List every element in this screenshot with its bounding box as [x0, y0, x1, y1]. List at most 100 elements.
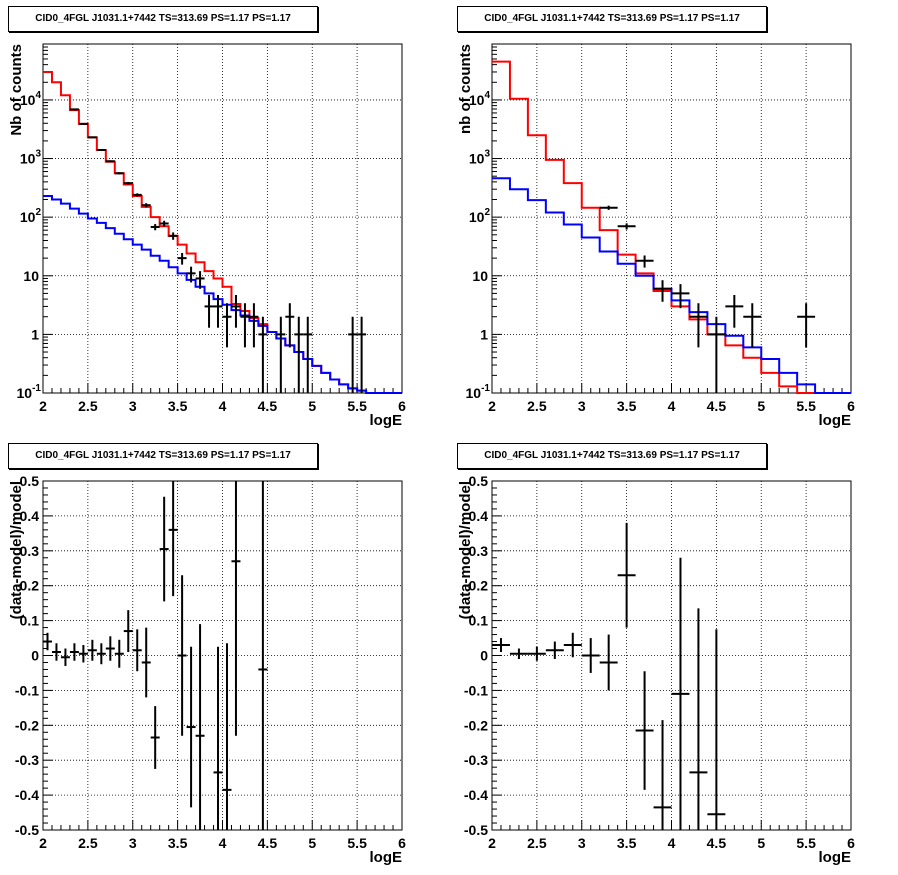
y-tick-label: 0 [480, 648, 488, 664]
y-tick-labels: -0.5 -0.4 -0.3 -0.2 -0.1 0 0.1 0.2 0.3 0.4 0.5 [464, 473, 488, 838]
y-tick-label: -0.1 [464, 682, 488, 698]
data-point [707, 629, 726, 830]
y-tick-label: -0.3 [15, 752, 39, 768]
plot-frame [491, 43, 852, 394]
x-axis-label: logE [819, 412, 852, 429]
chart-panel-top-left: 2 2.5 3 3.5 4 4.5 5 5.5 6 10-1 1 10 102 103 104 logE Nb … [0, 0, 449, 437]
x-tick-label: 6 [847, 398, 855, 414]
series-2 [599, 205, 816, 393]
y-tick-label: 0.3 [20, 543, 40, 559]
data-point [132, 629, 142, 672]
x-tick-label: 6 [398, 835, 406, 851]
y-axis-label: (data-model)/model [457, 481, 474, 619]
x-tick-label: 3.5 [168, 835, 188, 851]
data-point [60, 648, 70, 666]
chart-svg-1: 2 2.5 3 3.5 4 4.5 5 5.5 6 10-1 1 10 102 103 104 logE nb … [457, 43, 855, 429]
data-point [249, 303, 259, 348]
x-tick-label: 3.5 [168, 398, 188, 414]
chart-title-2: CID0_4FGL J1031.1+7442 TS=313.69 PS=1.17… [8, 443, 318, 469]
x-tick-label: 3 [129, 398, 137, 414]
y-tick-label: -0.5 [464, 822, 488, 838]
y-tick-label: 0.5 [20, 473, 40, 489]
data-point [635, 671, 654, 790]
y-tick-label: -0.4 [464, 787, 488, 803]
series-0 [492, 522, 726, 830]
chart-title-3: CID0_4FGL J1031.1+7442 TS=313.69 PS=1.17… [457, 443, 767, 469]
x-tick-label: 5.5 [347, 398, 367, 414]
series-line-1 [492, 177, 851, 394]
grid [42, 480, 403, 831]
x-tick-label: 3.5 [617, 398, 637, 414]
data-point [707, 316, 726, 393]
data-point [357, 316, 367, 393]
y-tick-label: -0.3 [464, 752, 488, 768]
data-point [258, 481, 268, 830]
x-tick-label: 4.5 [258, 398, 278, 414]
data-point [797, 303, 816, 348]
data-point [150, 224, 160, 231]
x-tick-label: 2.5 [78, 835, 98, 851]
x-tick-label: 4.5 [707, 398, 727, 414]
data-point [689, 608, 708, 830]
data-point [509, 648, 528, 659]
data-point [285, 303, 295, 348]
data-point [599, 634, 618, 691]
y-tick-label: 10 [472, 268, 488, 284]
x-tick-label: 5 [308, 835, 316, 851]
x-tick-label: 4 [219, 835, 227, 851]
data-point [96, 643, 106, 665]
data-point [653, 280, 672, 302]
data-point [276, 316, 286, 393]
x-tick-label: 4.5 [707, 835, 727, 851]
data-point [159, 496, 169, 602]
data-point [545, 641, 564, 659]
chart-svg-0: 2 2.5 3 3.5 4 4.5 5 5.5 6 10-1 1 10 102 103 104 logE Nb … [8, 43, 406, 429]
x-tick-label: 2 [488, 398, 496, 414]
data-point [213, 294, 223, 328]
data-point [51, 643, 61, 661]
x-tick-label: 3 [578, 398, 586, 414]
y-tick-label: 10-1 [466, 383, 491, 401]
data-point [689, 303, 708, 348]
x-axis-label: logE [370, 412, 403, 429]
y-tick-labels: -0.5 -0.4 -0.3 -0.2 -0.1 0 0.1 0.2 0.3 0.4 0.5 [15, 473, 39, 838]
data-point [231, 481, 241, 736]
data-point [114, 639, 124, 668]
data-point [240, 303, 250, 348]
data-point [599, 205, 618, 210]
x-tick-label: 5 [757, 835, 765, 851]
x-tick-label: 5 [308, 398, 316, 414]
data-point [204, 294, 214, 328]
axis-ticks [491, 43, 852, 394]
data-point [78, 122, 88, 125]
y-tick-label: -0.2 [464, 717, 488, 733]
chart-title-0: CID0_4FGL J1031.1+7442 TS=313.69 PS=1.17… [8, 6, 318, 32]
y-tick-label: 1 [480, 326, 488, 342]
y-tick-label: -0.1 [15, 682, 39, 698]
y-axis-label: Nb of counts [8, 44, 25, 136]
data-point [168, 481, 178, 597]
data-point [123, 610, 133, 653]
y-tick-label: 0.3 [469, 543, 489, 559]
x-tick-label: 4 [668, 398, 676, 414]
x-tick-label: 3 [578, 835, 586, 851]
data-point [105, 160, 115, 163]
y-tick-label: -0.2 [15, 717, 39, 733]
y-tick-label: 0.5 [469, 473, 489, 489]
data-point [222, 303, 232, 348]
data-point [177, 252, 187, 265]
data-point [195, 271, 205, 289]
y-tick-labels: 10-1 1 10 102 103 104 [17, 90, 42, 401]
x-tick-label: 3.5 [617, 835, 637, 851]
y-tick-label: 103 [469, 149, 491, 167]
x-tick-label: 5.5 [347, 835, 367, 851]
data-point [43, 632, 52, 651]
data-point [303, 316, 313, 393]
x-tick-label: 5.5 [796, 398, 816, 414]
data-point [177, 575, 187, 736]
x-axis-label: logE [819, 849, 852, 866]
x-tick-label: 6 [398, 398, 406, 414]
data-point [78, 645, 88, 663]
data-point [186, 646, 196, 808]
x-tick-labels: 2 2.5 3 3.5 4 4.5 5 5.5 6 [39, 398, 406, 414]
